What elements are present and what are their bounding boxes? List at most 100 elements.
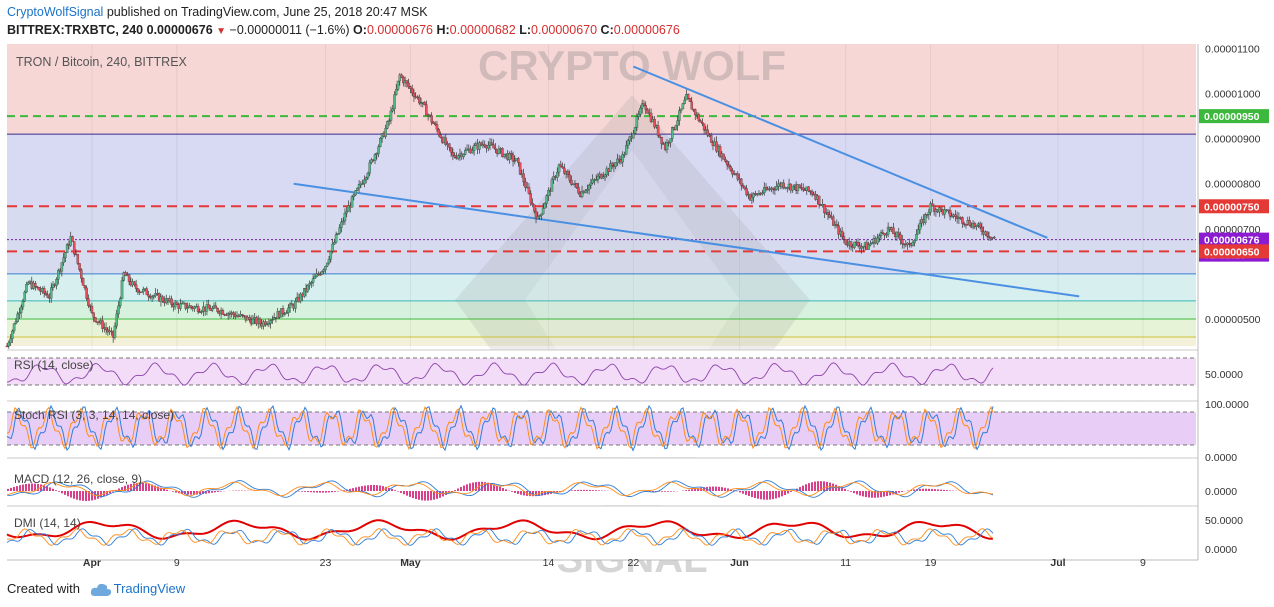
candle [842, 232, 846, 244]
candle [929, 201, 932, 216]
time-tick-label: 19 [925, 557, 937, 569]
candle-body [729, 166, 732, 171]
candle-body [101, 320, 104, 329]
macd-hist-bar [775, 491, 777, 499]
candle [87, 294, 90, 309]
macd-hist-bar [379, 485, 381, 491]
candle [853, 241, 856, 250]
macd-hist-bar [64, 491, 66, 495]
candle [596, 173, 600, 184]
candle-body [614, 162, 617, 167]
candle [294, 297, 297, 313]
macd-hist-bar [388, 487, 390, 491]
candle [487, 140, 490, 152]
macd-hist-bar [49, 487, 51, 491]
candle [635, 113, 639, 131]
candle-body [577, 187, 580, 194]
macd-hist-bar [811, 482, 813, 491]
macd-hist-bar [73, 491, 75, 499]
macd-hist-bar [532, 491, 534, 497]
candle [200, 309, 203, 315]
candle [589, 178, 593, 189]
time-tick-label: 9 [174, 557, 180, 569]
candle-body [379, 138, 382, 147]
macd-hist-bar [109, 491, 111, 494]
green-level-badge: 0.00000950 [1204, 111, 1260, 123]
candle [16, 311, 19, 323]
upper-red-badge-bg [1199, 199, 1269, 214]
candle-body [200, 311, 203, 313]
candle-body [412, 92, 416, 97]
candle [826, 209, 830, 221]
candle [968, 216, 971, 227]
candle [370, 157, 373, 165]
candle-body [439, 134, 442, 138]
macd-hist-bar [778, 491, 780, 498]
candle [948, 206, 952, 221]
macd-hist-bar [688, 489, 690, 491]
candle-body [133, 281, 136, 285]
candle-body [522, 173, 525, 183]
candle-body [750, 196, 754, 201]
macd-hist-bar [463, 485, 465, 491]
candle-body [849, 241, 853, 247]
candle-body [409, 86, 412, 89]
candle [133, 280, 136, 287]
tradingview-link[interactable]: TradingView [113, 581, 186, 596]
candle [511, 151, 515, 167]
candle [26, 280, 30, 286]
macd-hist-bar [544, 491, 546, 496]
macd-hist-bar [856, 491, 858, 495]
candle-body [540, 213, 543, 216]
candle [927, 208, 931, 220]
candle-body [550, 179, 554, 192]
candle [90, 302, 94, 315]
candle [678, 106, 681, 126]
macd-hist-bar [373, 484, 375, 491]
candle-body [913, 240, 916, 243]
macd-hist-bar [520, 491, 522, 495]
symbol-label: BITTREX:TRXBTC, 240 [7, 23, 144, 37]
candle-body [987, 236, 991, 238]
candle [602, 172, 605, 179]
candle [410, 84, 414, 96]
candle [823, 203, 826, 219]
candle-body [867, 244, 870, 250]
candle [81, 277, 85, 286]
candle-body [840, 230, 844, 237]
candle-body [623, 154, 626, 156]
candle [975, 224, 978, 231]
candle-body [823, 204, 826, 214]
candle-body [248, 316, 251, 320]
macd-hist-bar [769, 491, 771, 500]
candle-body [228, 313, 232, 315]
candle-body [646, 109, 649, 114]
candle-body [322, 269, 325, 272]
macd-hist-bar [826, 481, 828, 491]
candle-body [605, 168, 609, 176]
macd-hist-bar [691, 489, 693, 491]
candle [14, 318, 18, 325]
macd-hist-bar [481, 481, 483, 491]
macd-hist-bar [715, 486, 717, 491]
candle [688, 98, 692, 102]
macd-hist-bar [310, 491, 312, 493]
macd-hist-bar [760, 491, 762, 500]
candle [681, 102, 685, 110]
publisher-link[interactable]: CryptoWolfSignal [7, 5, 104, 19]
macd-hist-bar [139, 482, 141, 491]
candle-body [216, 307, 219, 312]
macd-hist-bar [754, 491, 756, 498]
macd-hist-bar [490, 483, 492, 491]
candle [913, 238, 916, 247]
candle [350, 195, 354, 208]
candle [117, 301, 120, 318]
candle [343, 208, 347, 225]
candle [248, 314, 251, 323]
candle [71, 235, 74, 242]
candle-body [42, 288, 46, 294]
high-value: 0.00000682 [449, 23, 516, 37]
candle-body [210, 307, 214, 311]
candle [566, 169, 570, 178]
